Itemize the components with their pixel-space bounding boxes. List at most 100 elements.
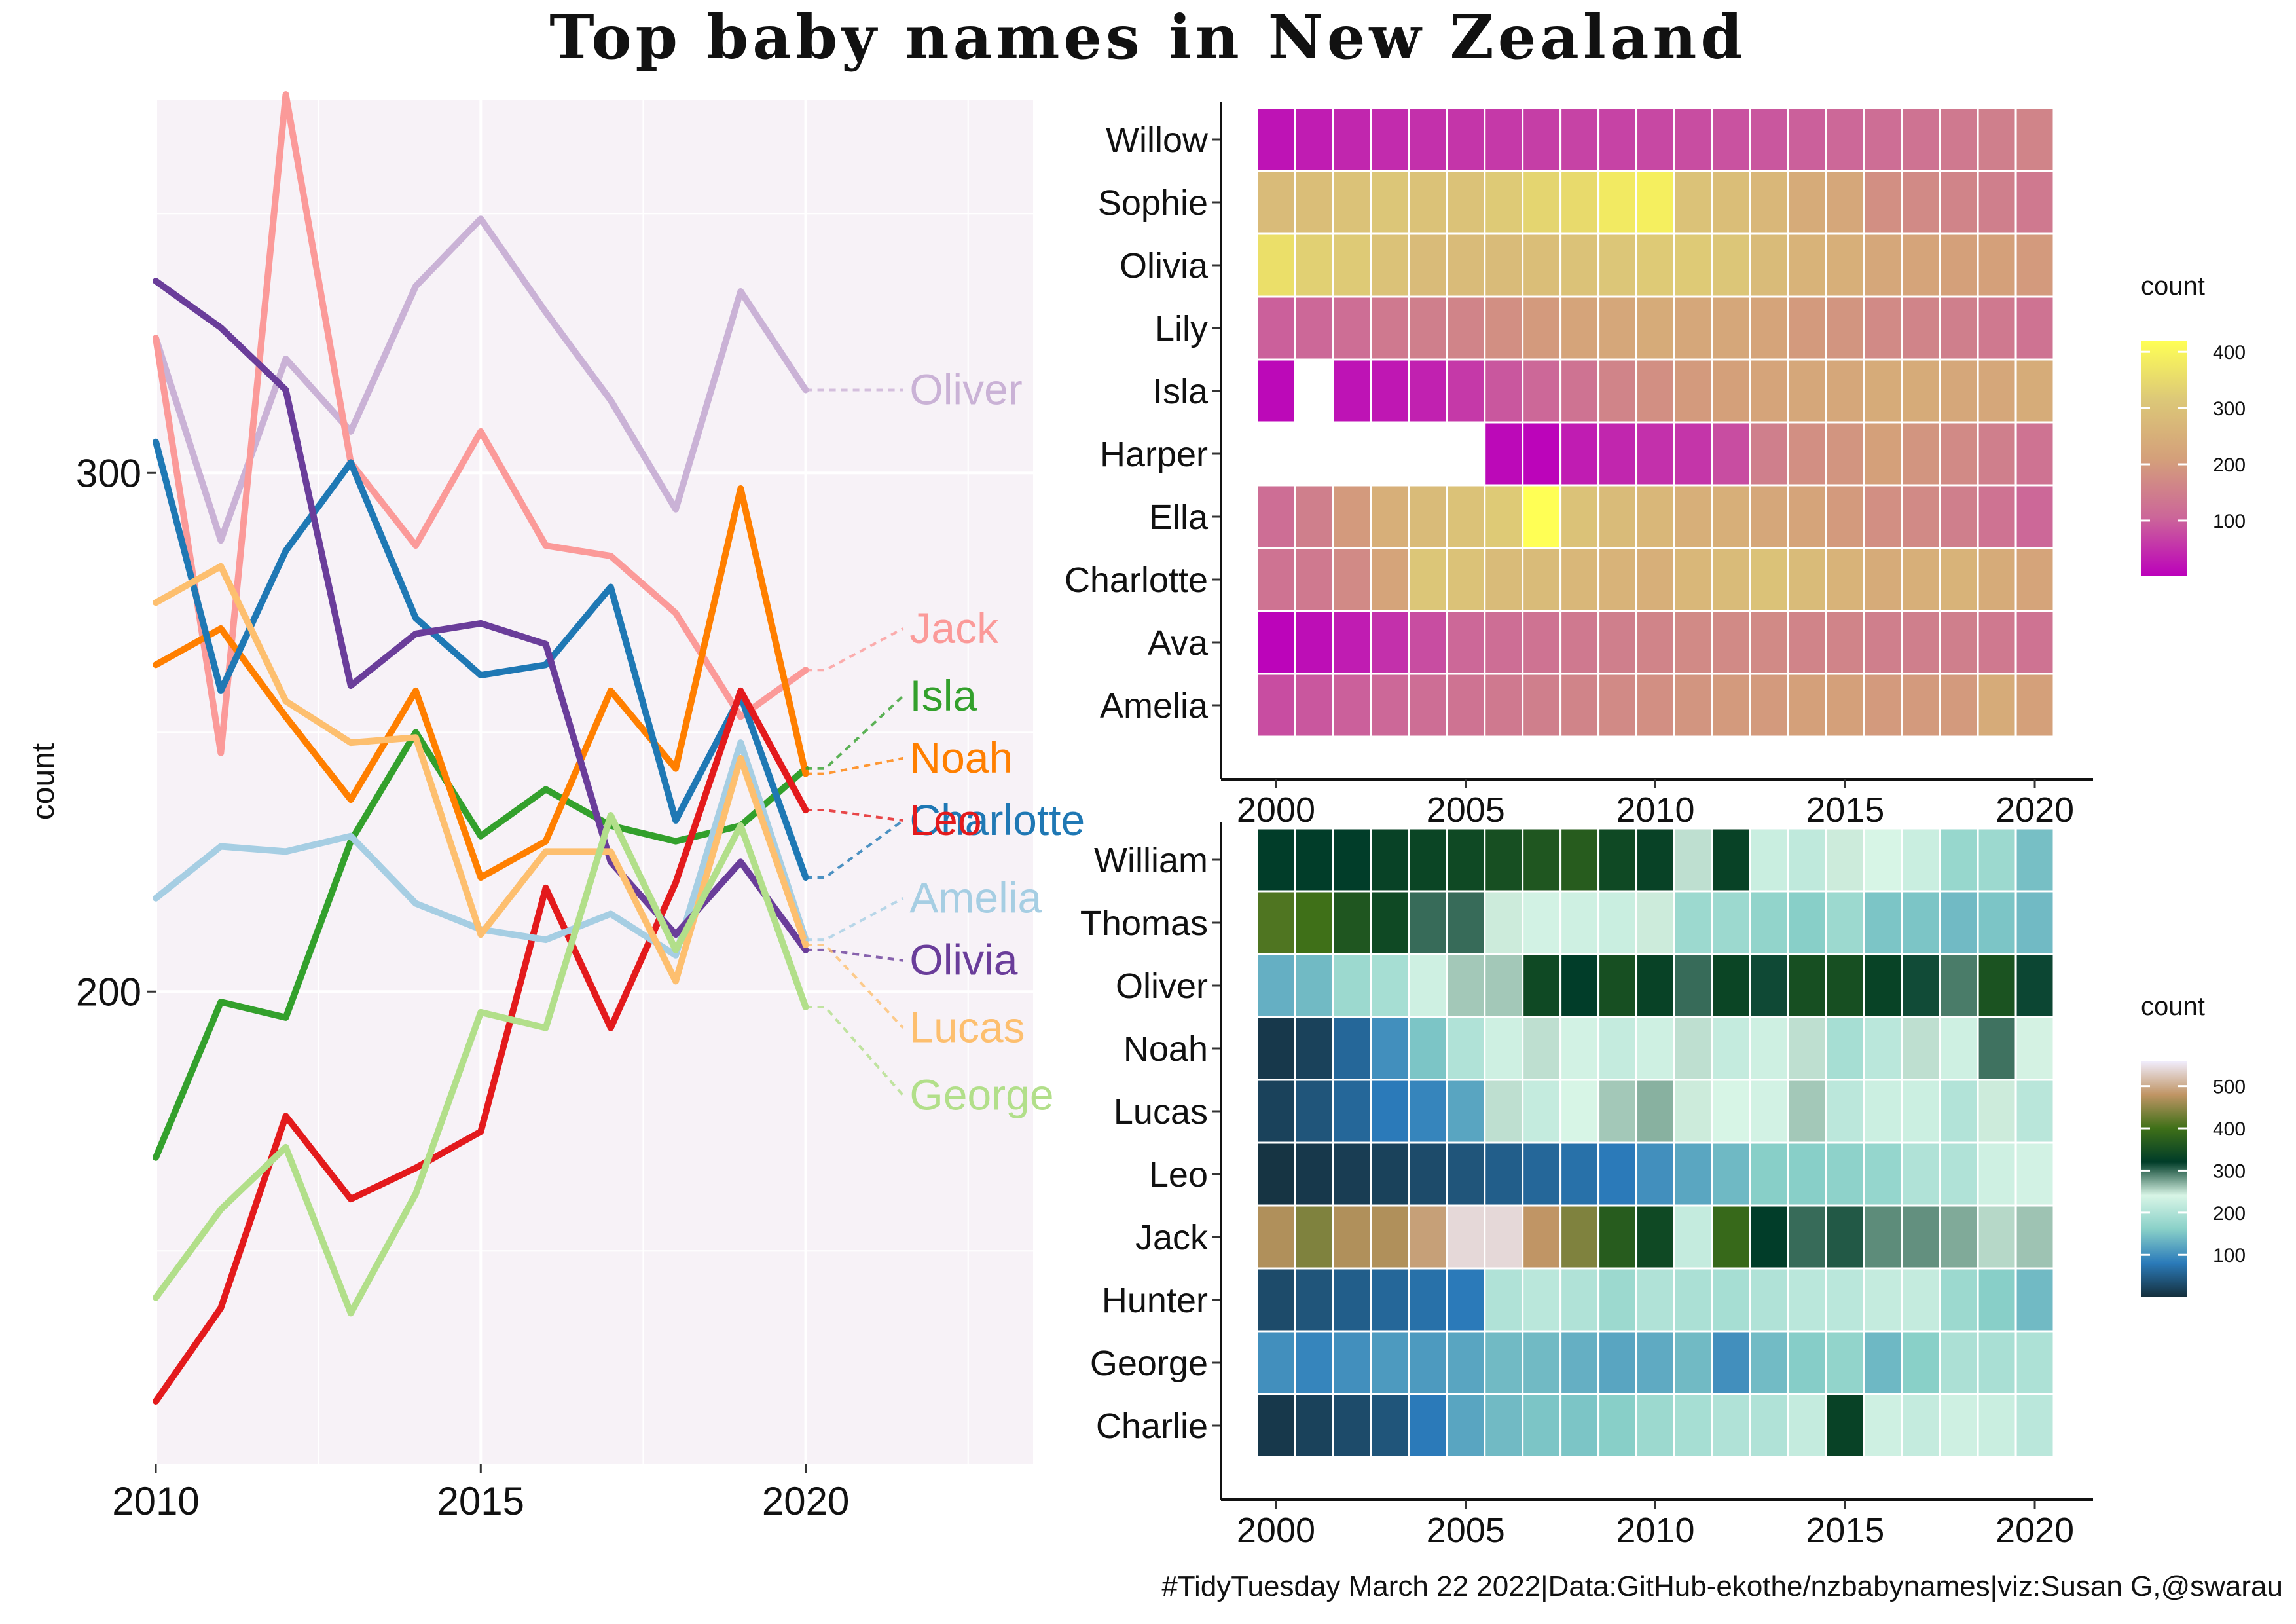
heat-cell: [1484, 673, 1524, 738]
heat-cell: [1332, 1267, 1372, 1333]
heat-cell: [1294, 232, 1334, 298]
x-tick-label: 2015: [1806, 1511, 1884, 1550]
heat-cell: [1484, 1267, 1524, 1333]
row-label-oliver: Oliver: [1116, 967, 1208, 1006]
heat-cell: [1332, 1330, 1372, 1395]
heat-cell: [1597, 1330, 1638, 1395]
heat-cell: [1522, 232, 1562, 298]
heat-cell: [1522, 827, 1562, 893]
heat-cell: [1256, 827, 1296, 893]
heat-cell: [1825, 673, 1865, 738]
heat-cell: [1522, 1393, 1562, 1458]
heat-cell: [1863, 358, 1903, 424]
heat-cell: [1711, 1079, 1751, 1144]
heat-cell: [1294, 890, 1334, 955]
heat-cell: [1597, 1393, 1638, 1458]
heat-cell: [1559, 1016, 1600, 1081]
heat-cell: [2014, 827, 2055, 893]
heat-cell: [1408, 358, 1448, 424]
heat-cell: [1977, 1079, 2017, 1144]
heat-cell: [1787, 547, 1827, 612]
heat-cell: [1825, 1204, 1865, 1270]
heat-cell: [1635, 547, 1675, 612]
heat-cell: [1863, 1079, 1903, 1144]
heat-cell: [1484, 232, 1524, 298]
heat-cell: [1294, 547, 1334, 612]
heat-cell: [1863, 295, 1903, 361]
legend-tick-label: 300: [2213, 398, 2246, 420]
heat-cell: [1711, 547, 1751, 612]
heat-cell: [1484, 295, 1524, 361]
heat-cell: [1408, 547, 1448, 612]
series-line-george: [153, 812, 809, 1317]
heat-cell: [1559, 1141, 1600, 1207]
x-tick-label: 2005: [1427, 790, 1505, 830]
heat-cell: [1408, 107, 1448, 172]
heat-cell: [2014, 547, 2055, 612]
heat-cell: [1711, 232, 1751, 298]
heat-cell: [1446, 107, 1486, 172]
heat-cell: [1749, 484, 1789, 549]
heat-cell: [1446, 673, 1486, 738]
heat-cell: [1635, 890, 1675, 955]
heat-cell: [1787, 1330, 1827, 1395]
heat-cell: [1484, 610, 1524, 675]
heat-cell: [1256, 1267, 1296, 1333]
heat-cell: [1711, 1267, 1751, 1333]
heat-cell: [1825, 1393, 1865, 1458]
series-label-lucas: Lucas: [909, 1003, 1025, 1052]
heat-cell: [1446, 827, 1486, 893]
heat-cell: [1901, 1330, 1941, 1395]
row-label-amelia: Amelia: [1100, 686, 1209, 726]
heat-cell: [1446, 232, 1486, 298]
heat-cell: [1522, 1267, 1562, 1333]
heat-cell: [1901, 1267, 1941, 1333]
heat-cell: [1673, 547, 1713, 612]
label-leader-leo: [805, 809, 903, 822]
heat-cell: [1711, 1330, 1751, 1395]
heat-cell: [1673, 1393, 1713, 1458]
heat-cell: [1863, 547, 1903, 612]
heat-cell: [1711, 170, 1751, 235]
heat-cell: [1332, 484, 1372, 549]
heat-cell: [1522, 1330, 1562, 1395]
heat-cell: [2014, 1079, 2055, 1144]
series-line-charlotte: [153, 438, 809, 881]
label-leader-jack: [805, 627, 904, 672]
heat-cell: [1825, 547, 1865, 612]
heat-cell: [1484, 1204, 1524, 1270]
heat-cell: [1408, 1079, 1448, 1144]
row-label-ella: Ella: [1149, 498, 1209, 537]
row-label-jack: Jack: [1135, 1218, 1209, 1257]
heat-cell: [1370, 1079, 1410, 1144]
row-label-william: William: [1094, 841, 1208, 880]
heat-cell: [1863, 1267, 1903, 1333]
heat-cell: [1522, 1141, 1562, 1207]
heat-cell: [1597, 827, 1638, 893]
heat-cell: [1673, 170, 1713, 235]
heat-cell: [1294, 1079, 1334, 1144]
series-line-isla: [153, 729, 809, 1161]
heat-cell: [1635, 170, 1675, 235]
heat-cell: [1977, 295, 2017, 361]
heat-cell: [1711, 358, 1751, 424]
heat-cell: [1446, 1141, 1486, 1207]
heat-cell: [1522, 1079, 1562, 1144]
y-axis-title: count: [26, 743, 61, 820]
legend-tick-label: 400: [2213, 342, 2246, 363]
heat-cell: [1294, 827, 1334, 893]
heat-cell: [1370, 1204, 1410, 1270]
heat-cell: [1711, 827, 1751, 893]
heat-cell: [1294, 107, 1334, 172]
heat-cell: [1787, 170, 1827, 235]
heat-cell: [1977, 673, 2017, 738]
heat-cell: [1484, 827, 1524, 893]
heat-cell: [1408, 1330, 1448, 1395]
heat-cell: [1939, 827, 1979, 893]
heat-cell: [1825, 358, 1865, 424]
heat-cell: [1294, 1393, 1334, 1458]
heat-cell: [1370, 673, 1410, 738]
legend-tick-label: 300: [2213, 1160, 2246, 1182]
heat-cell: [1787, 1141, 1827, 1207]
heat-cell: [1939, 1141, 1979, 1207]
